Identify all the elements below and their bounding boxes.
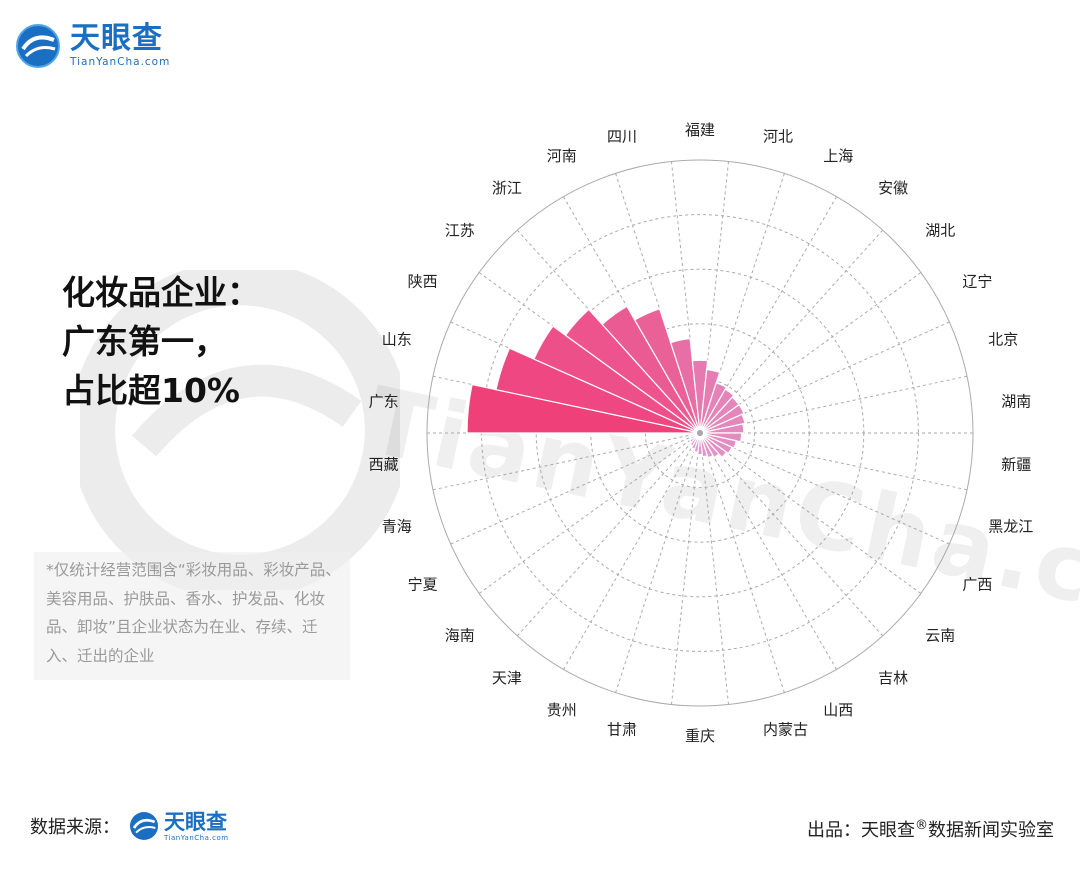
category-label: 江苏 xyxy=(445,221,475,239)
category-labels: 广东 山东 陕西 江苏 浙江 河南 四川 福建 河北上海安徽湖北辽宁北京湖南新疆黑龙江广西云南吉… xyxy=(369,121,1034,745)
category-label: 内蒙古 xyxy=(763,720,808,738)
data-source-label: 数据来源： xyxy=(30,817,120,838)
bar-贵州 xyxy=(690,437,699,451)
bar-天津 xyxy=(689,436,698,447)
data-source: 数据来源： 天眼查 TianYanCha.com xyxy=(30,810,229,842)
bar-浙江 xyxy=(601,305,698,430)
bar-广西 xyxy=(704,434,733,455)
category-label: 山西 xyxy=(823,701,853,719)
bar-山西 xyxy=(701,437,714,459)
category-label: 新疆 xyxy=(1001,456,1031,474)
tianyancha-logo-icon xyxy=(130,812,158,840)
category-label: 广西 xyxy=(962,576,992,594)
grid-spoke xyxy=(699,432,837,670)
bar-辽宁 xyxy=(704,403,745,432)
category-label: 浙江 xyxy=(492,179,522,197)
category-label: 北京 xyxy=(988,330,1018,348)
grid-spoke xyxy=(516,432,701,637)
category-label: 吉林 xyxy=(878,669,908,687)
category-label: 河南 xyxy=(547,147,577,165)
grid-spoke xyxy=(671,432,701,705)
grid-spoke xyxy=(699,432,884,637)
bar-重庆 xyxy=(697,438,703,456)
brand-domain: TianYanCha.com xyxy=(70,56,171,68)
credit-suffix: 数据新闻实验室 xyxy=(928,820,1054,841)
grid-spoke xyxy=(699,432,729,705)
headline-line-2: 广东第一， xyxy=(62,322,227,361)
bar-福建 xyxy=(691,359,709,428)
bar-江苏 xyxy=(564,308,697,431)
category-label: 广东 xyxy=(369,392,399,410)
bar-海南 xyxy=(688,435,697,444)
grid-spoke xyxy=(450,432,701,545)
category-label: 湖北 xyxy=(925,221,955,239)
category-label: 四川 xyxy=(607,128,637,146)
grid-spoke xyxy=(699,432,922,594)
category-label: 宁夏 xyxy=(408,576,438,594)
headline-line-1: 化妆品企业： xyxy=(62,273,260,312)
source-brand-domain: TianYanCha.com xyxy=(164,834,229,842)
credit-prefix: 出品：天眼查 xyxy=(807,820,915,841)
bar-河南 xyxy=(633,308,699,429)
category-label: 辽宁 xyxy=(962,273,992,291)
headline: 化妆品企业： 广东第一， 占比超10% xyxy=(62,268,260,415)
category-label: 西藏 xyxy=(369,456,399,474)
category-label: 河北 xyxy=(763,128,793,146)
bar-吉林 xyxy=(702,436,720,459)
credit: 出品：天眼查®数据新闻实验室 xyxy=(807,816,1054,842)
category-label: 海南 xyxy=(445,627,475,645)
grid-spoke xyxy=(615,432,701,693)
category-label: 陕西 xyxy=(408,273,438,291)
bar-黑龙江 xyxy=(704,433,738,449)
source-brand-name: 天眼查 xyxy=(164,810,227,834)
category-label: 安徽 xyxy=(878,179,908,197)
bar-北京 xyxy=(704,413,746,433)
category-label: 云南 xyxy=(925,627,955,645)
category-label: 重庆 xyxy=(685,727,715,745)
category-label: 上海 xyxy=(823,147,853,165)
registered-mark: ® xyxy=(915,818,928,833)
source-logo: 天眼查 TianYanCha.com xyxy=(128,810,229,842)
bar-陕西 xyxy=(533,325,696,432)
headline-line-3: 占比超10% xyxy=(62,371,240,410)
methodology-note: *仅统计经营范围含“彩妆用品、彩妆产品、美容用品、护肤品、香水、护发品、化妆品、… xyxy=(34,552,350,680)
bar-上海 xyxy=(701,382,728,429)
category-label: 贵州 xyxy=(547,701,577,719)
bar-宁夏 xyxy=(689,434,696,440)
category-label: 黑龙江 xyxy=(988,518,1033,536)
bar-山东 xyxy=(495,347,696,433)
category-label: 山东 xyxy=(382,330,412,348)
category-label: 青海 xyxy=(382,518,412,536)
brand-logo: 天眼查 TianYanCha.com xyxy=(14,22,170,70)
tianyancha-logo-icon xyxy=(16,24,60,68)
grid-spoke xyxy=(699,432,950,545)
grid-spoke xyxy=(699,432,785,693)
bar-安徽 xyxy=(702,388,735,430)
bar-湖南 xyxy=(705,423,745,434)
bar-云南 xyxy=(703,435,728,459)
bar-河北 xyxy=(699,368,721,429)
grid-spoke xyxy=(478,432,701,594)
category-label: 湖南 xyxy=(1001,392,1031,410)
category-label: 福建 xyxy=(685,121,715,139)
brand-name: 天眼查 xyxy=(70,21,163,56)
category-label: 甘肃 xyxy=(607,720,637,738)
category-label: 天津 xyxy=(492,669,522,687)
grid-spoke xyxy=(563,432,701,670)
bar-西藏 xyxy=(691,432,695,436)
grid-spoke xyxy=(432,432,701,491)
bars xyxy=(466,305,746,459)
